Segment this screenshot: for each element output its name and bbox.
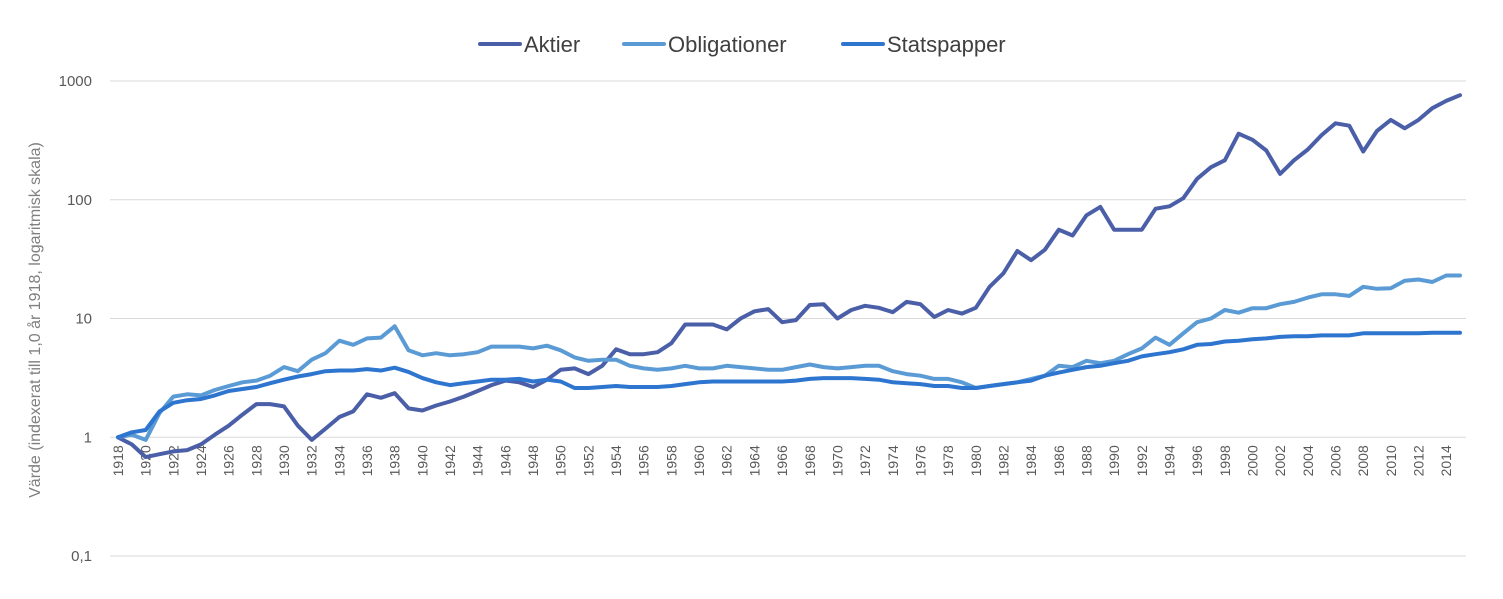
x-tick-label: 1986 [1051,445,1067,476]
x-tick-label: 1976 [912,445,928,476]
series-lines [116,93,1462,460]
x-tick-label: 1994 [1161,445,1177,476]
y-tick-label: 100 [67,192,92,209]
x-tick-label: 1928 [248,445,264,476]
x-tick-label: 2010 [1383,445,1399,476]
x-tick-label: 1930 [276,445,292,476]
x-tick-label: 1942 [442,445,458,476]
y-tick-label: 10 [75,311,92,328]
x-tick-label: 1998 [1217,445,1233,476]
x-tick-label: 1972 [857,445,873,476]
series-line-aktier [116,93,1462,460]
x-tick-label: 1960 [691,445,707,476]
legend-label-statspapper: Statspapper [887,32,1006,57]
x-tick-label: 1982 [995,445,1011,476]
x-tick-label: 1970 [829,445,845,476]
y-tick-label: 0,1 [71,548,92,565]
y-tick-label: 1 [84,429,92,446]
x-tick-label: 1948 [525,445,541,476]
x-tick-label: 2012 [1410,445,1426,476]
x-tick-label: 1946 [497,445,513,476]
x-tick-label: 1964 [746,445,762,476]
x-tick-label: 1952 [580,445,596,476]
x-tick-label: 2006 [1327,445,1343,476]
x-tick-label: 2004 [1300,445,1316,476]
x-tick-label: 1968 [802,445,818,476]
x-tick-label: 2002 [1272,445,1288,476]
x-tick-label: 1978 [940,445,956,476]
legend: Aktier Obligationer Statspapper [478,32,1006,57]
x-tick-labels: 1918 1920 1922 1924 1926 1928 1930 1932 1934 1936… [110,445,1454,476]
y-tick-label: 1000 [59,73,92,90]
x-tick-label: 1924 [193,445,209,476]
x-tick-label: 1926 [221,445,237,476]
x-tick-label: 1990 [1106,445,1122,476]
series-line-statspapper [116,330,1462,440]
x-tick-label: 1940 [414,445,430,476]
x-tick-label: 1996 [1189,445,1205,476]
y-tick-labels: 0,1 1 10 100 1000 [59,73,92,565]
x-tick-label: 1956 [636,445,652,476]
series-line-obligationer [116,273,1462,442]
x-tick-label: 1938 [387,445,403,476]
x-tick-label: 1980 [968,445,984,476]
x-tick-label: 1958 [663,445,679,476]
x-tick-label: 1974 [885,445,901,476]
x-tick-label: 1936 [359,445,375,476]
x-tick-label: 1934 [331,445,347,476]
legend-label-aktier: Aktier [524,32,580,57]
x-tick-label: 1992 [1134,445,1150,476]
y-axis-title: Värde (indexerat till 1,0 år 1918, logar… [26,142,44,498]
x-tick-label: 1962 [719,445,735,476]
gridlines [110,80,1466,557]
x-tick-label: 1918 [110,445,126,476]
x-tick-label: 1950 [553,445,569,476]
x-tick-label: 1988 [1078,445,1094,476]
x-tick-label: 2014 [1438,445,1454,476]
x-tick-label: 1954 [608,445,624,476]
x-tick-label: 1966 [774,445,790,476]
x-tick-label: 2008 [1355,445,1371,476]
legend-label-obligationer: Obligationer [668,32,787,57]
x-tick-label: 1932 [304,445,320,476]
x-tick-label: 2000 [1244,445,1260,476]
x-tick-label: 1944 [470,445,486,476]
x-tick-label: 1984 [1023,445,1039,476]
